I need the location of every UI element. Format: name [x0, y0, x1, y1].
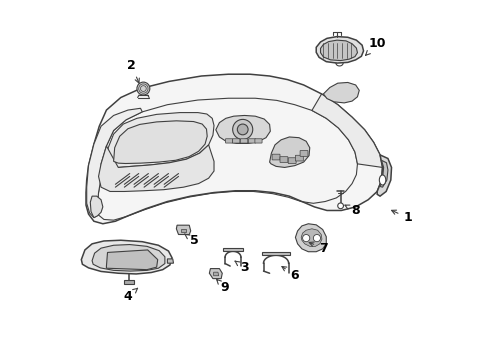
FancyBboxPatch shape [240, 139, 247, 143]
Polygon shape [113, 121, 207, 163]
FancyBboxPatch shape [248, 139, 255, 143]
Circle shape [337, 203, 343, 209]
FancyBboxPatch shape [300, 150, 307, 156]
Circle shape [137, 82, 149, 95]
FancyBboxPatch shape [232, 139, 239, 143]
Polygon shape [81, 240, 172, 274]
Polygon shape [209, 269, 222, 279]
FancyBboxPatch shape [295, 155, 303, 161]
Polygon shape [167, 259, 173, 263]
Polygon shape [320, 40, 357, 60]
Circle shape [313, 234, 320, 242]
Text: 8: 8 [344, 204, 359, 217]
Polygon shape [379, 160, 387, 187]
Ellipse shape [379, 175, 385, 185]
Polygon shape [86, 74, 382, 224]
Circle shape [232, 120, 252, 139]
Polygon shape [261, 252, 290, 255]
Polygon shape [106, 113, 214, 167]
Polygon shape [316, 37, 363, 63]
Polygon shape [106, 250, 158, 270]
Polygon shape [269, 137, 309, 167]
Text: 3: 3 [234, 261, 248, 274]
Polygon shape [92, 244, 164, 271]
Polygon shape [301, 229, 321, 246]
Polygon shape [223, 248, 243, 251]
Text: 4: 4 [123, 288, 137, 303]
Polygon shape [295, 224, 325, 252]
Polygon shape [215, 116, 270, 143]
Polygon shape [124, 280, 134, 284]
FancyBboxPatch shape [254, 139, 262, 143]
Polygon shape [180, 229, 186, 232]
Polygon shape [99, 145, 214, 192]
Polygon shape [376, 155, 391, 196]
Circle shape [237, 124, 247, 135]
Circle shape [302, 234, 309, 242]
FancyBboxPatch shape [287, 158, 296, 163]
Text: 7: 7 [308, 242, 327, 255]
Text: 10: 10 [365, 37, 385, 55]
Text: 2: 2 [127, 59, 139, 83]
Text: 9: 9 [216, 279, 228, 294]
Polygon shape [86, 108, 142, 218]
Polygon shape [323, 82, 359, 103]
Polygon shape [311, 94, 382, 167]
Text: 5: 5 [184, 234, 198, 247]
Polygon shape [213, 272, 218, 276]
FancyBboxPatch shape [225, 139, 232, 143]
Text: 6: 6 [282, 266, 298, 282]
Text: 1: 1 [391, 210, 411, 224]
Polygon shape [90, 196, 102, 218]
FancyBboxPatch shape [271, 154, 280, 160]
FancyBboxPatch shape [280, 157, 287, 162]
Polygon shape [176, 225, 190, 234]
